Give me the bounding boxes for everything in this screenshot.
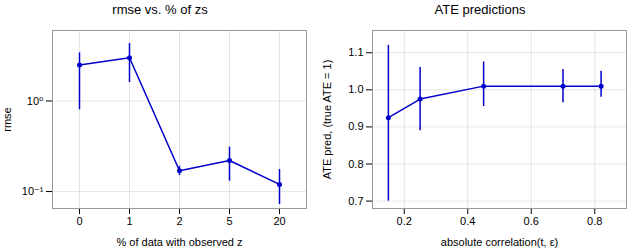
svg-text:5: 5 [226, 215, 232, 227]
svg-text:1.1: 1.1 [348, 46, 363, 58]
svg-text:20: 20 [273, 215, 285, 227]
svg-text:% of data with observed z: % of data with observed z [117, 236, 243, 248]
svg-text:0.8: 0.8 [587, 215, 602, 227]
svg-text:10⁰: 10⁰ [27, 95, 44, 107]
svg-text:10⁻¹: 10⁻¹ [22, 185, 44, 197]
svg-text:0.9: 0.9 [348, 120, 363, 132]
html-text:rmse vs. % of zs: rmse vs. % of zs [112, 2, 208, 17]
svg-text:ATE pred, (true ATE = 1): ATE pred, (true ATE = 1) [321, 60, 333, 180]
svg-text:0.7: 0.7 [348, 195, 363, 207]
svg-text:rmse: rmse [1, 107, 13, 131]
svg-text:0.6: 0.6 [524, 215, 539, 227]
svg-text:1.0: 1.0 [348, 83, 363, 95]
svg-text:0: 0 [76, 215, 82, 227]
svg-text:0.4: 0.4 [460, 215, 475, 227]
svg-text:0.2: 0.2 [397, 215, 412, 227]
html-text:ATE predictions: ATE predictions [434, 2, 526, 17]
svg-text:1: 1 [126, 215, 132, 227]
svg-text:0.8: 0.8 [348, 158, 363, 170]
svg-text:absolute correlation(t, ε): absolute correlation(t, ε) [441, 236, 558, 248]
svg-text:2: 2 [176, 215, 182, 227]
